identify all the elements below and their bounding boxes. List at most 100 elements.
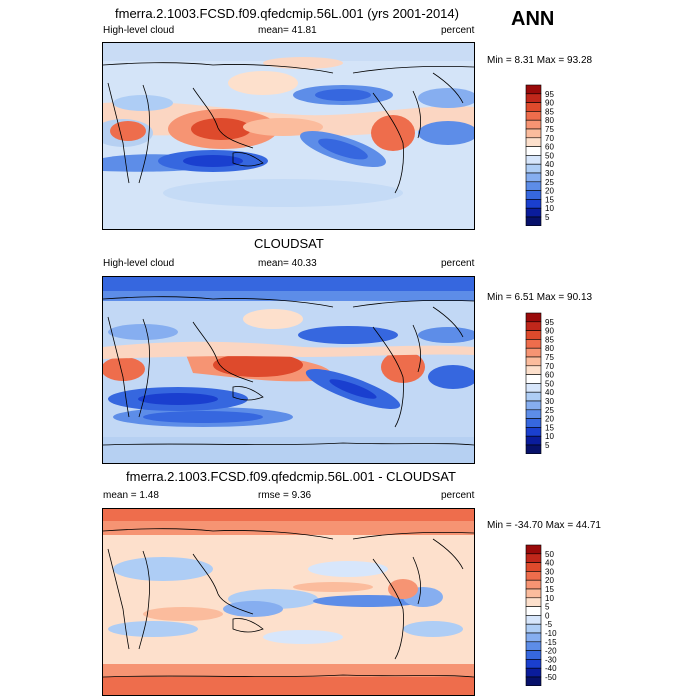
variable-label: High-level cloud (103, 25, 175, 36)
colorbar-swatch (525, 597, 542, 607)
colorbar-tick-label: 20 (545, 415, 554, 424)
colorbar-tick-label: 15 (545, 585, 554, 594)
colorbar-swatch (525, 111, 542, 121)
colorbar-swatch (525, 383, 542, 393)
colorbar-swatch (525, 365, 542, 375)
colorbar-swatch (525, 418, 542, 428)
colorbar-swatch (525, 181, 542, 191)
observation-map (102, 276, 475, 464)
colorbar-swatch (525, 400, 542, 411)
colorbar-tick-label: -10 (545, 629, 557, 638)
colorbar-tick-label: 75 (545, 125, 554, 134)
colorbar-tick-label: 90 (545, 99, 554, 108)
colorbar-tick-label: 70 (545, 134, 554, 143)
colorbar-swatch (525, 553, 542, 563)
colorbar-tick-label: 5 (545, 441, 550, 450)
colorbar-tick-label: 20 (545, 576, 554, 585)
colorbar-swatch (525, 409, 542, 419)
variable-label: High-level cloud (103, 258, 175, 269)
season-label: ANN (511, 8, 555, 30)
colorbar-swatch (525, 667, 542, 678)
colorbar-swatch (525, 216, 542, 227)
minmax-label: Min = 6.51 Max = 90.13 (487, 292, 593, 303)
colorbar-tick-label: 25 (545, 406, 554, 415)
colorbar-swatch (525, 330, 542, 340)
colorbar-swatch (525, 207, 542, 218)
colorbar-swatch (525, 571, 542, 581)
colorbar-swatch (525, 146, 542, 156)
colorbar-tick-label: 80 (545, 344, 554, 353)
colorbar-tick-label: 10 (545, 432, 554, 441)
colorbar-swatch (525, 356, 542, 367)
colorbar-tick-label: -40 (545, 664, 557, 673)
mean-label: mean = 1.48 (103, 490, 159, 501)
colorbar-swatch (525, 676, 542, 687)
colorbar-swatch (525, 163, 542, 174)
colorbar-swatch (525, 155, 542, 165)
units-label: percent (441, 258, 475, 269)
colorbar-swatch (525, 339, 542, 349)
mean-label: mean= 41.81 (258, 25, 317, 36)
colorbar-swatch (525, 119, 542, 130)
colorbar-swatch (525, 562, 542, 572)
colorbar-tick-label: -50 (545, 673, 557, 682)
colorbar-swatch (525, 347, 542, 358)
colorbar-swatch (525, 190, 542, 200)
colorbar-tick-label: 70 (545, 362, 554, 371)
colorbar-tick-label: 95 (545, 318, 554, 327)
colorbar-swatch (525, 391, 542, 402)
units-label: percent (441, 25, 475, 36)
colorbar-tick-label: 10 (545, 204, 554, 213)
colorbar-tick-label: 95 (545, 90, 554, 99)
panel-title: fmerra.2.1003.FCSD.f09.qfedcmip.56L.001 … (115, 6, 459, 21)
colorbar-tick-label: 30 (545, 567, 554, 576)
colorbar-swatch (525, 137, 542, 147)
colorbar-swatch (525, 641, 542, 651)
colorbar-tick-label: 0 (545, 611, 550, 620)
difference-map (102, 508, 475, 696)
colorbar-tick-label: 30 (545, 169, 554, 178)
colorbar-swatch (525, 435, 542, 446)
colorbar-tick-label: 80 (545, 116, 554, 125)
colorbar-tick-label: 40 (545, 559, 554, 568)
colorbar-tick-label: 5 (545, 603, 550, 612)
units-label: percent (441, 490, 475, 501)
colorbar-tick-label: 40 (545, 160, 554, 169)
colorbar-swatch (525, 606, 542, 616)
colorbar-swatch (525, 84, 542, 95)
colorbar-tick-label: 60 (545, 371, 554, 380)
panel-title: CLOUDSAT (254, 236, 324, 251)
colorbar-tick-label: 20 (545, 187, 554, 196)
colorbar-tick-label: 30 (545, 397, 554, 406)
colorbar-tick-label: 50 (545, 379, 554, 388)
colorbar-swatch (525, 172, 542, 183)
colorbar-swatch (525, 544, 542, 555)
colorbar-tick-label: 50 (545, 550, 554, 559)
panel-title: fmerra.2.1003.FCSD.f09.qfedcmip.56L.001 … (126, 469, 456, 484)
colorbar-swatch (525, 632, 542, 643)
colorbar-swatch (525, 321, 542, 331)
colorbar-tick-label: 50 (545, 151, 554, 160)
colorbar-tick-label: 10 (545, 594, 554, 603)
colorbar-swatch (525, 659, 542, 669)
minmax-label: Min = 8.31 Max = 93.28 (487, 55, 593, 66)
colorbar-tick-label: 15 (545, 423, 554, 432)
colorbar-tick-label: 75 (545, 353, 554, 362)
colorbar-tick-label: 85 (545, 107, 554, 116)
colorbar-swatch (525, 444, 542, 455)
colorbar-swatch (525, 579, 542, 590)
colorbar: 95 90 85 80 75 70 60 50 40 30 25 20 15 10 5 (525, 312, 585, 459)
minmax-label: Min = -34.70 Max = 44.71 (487, 520, 601, 531)
colorbar-tick-label: 40 (545, 388, 554, 397)
colorbar-swatch (525, 312, 542, 323)
colorbar: 95 90 85 80 75 70 60 50 40 30 25 20 15 10 5 (525, 84, 585, 231)
model-map (102, 42, 475, 230)
colorbar-swatch (525, 615, 542, 625)
colorbar: 50 40 30 20 15 10 5 0 -5 -10 -15 -20 -30 -40 -50 (525, 544, 585, 691)
colorbar-tick-label: -15 (545, 638, 557, 647)
colorbar-swatch (525, 93, 542, 103)
colorbar-tick-label: 15 (545, 195, 554, 204)
colorbar-tick-label: 25 (545, 178, 554, 187)
